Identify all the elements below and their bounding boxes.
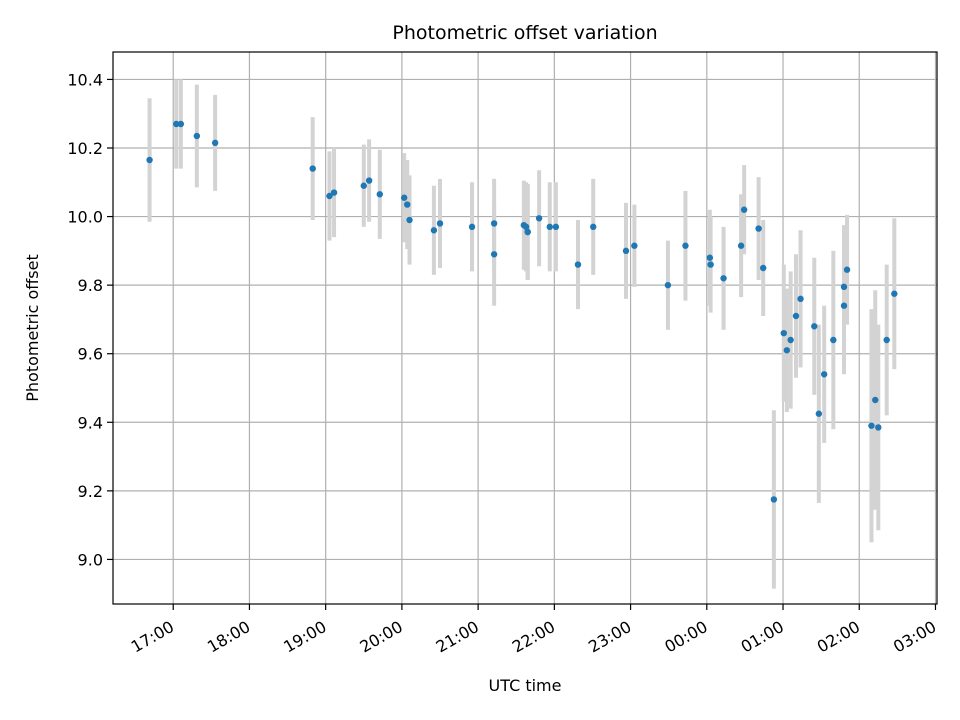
y-tick-label: 9.2 <box>78 482 103 501</box>
data-point <box>664 281 672 289</box>
y-tick-label: 10.0 <box>67 208 103 227</box>
data-point <box>891 290 898 297</box>
y-tick-label: 9.0 <box>78 550 103 569</box>
grid <box>113 52 937 604</box>
data-point <box>783 347 791 354</box>
data-point <box>815 410 823 417</box>
data-point <box>872 396 879 404</box>
data-point <box>706 254 714 261</box>
y-tick-label: 10.4 <box>67 70 103 89</box>
data-point <box>707 261 714 268</box>
data-point <box>211 139 219 147</box>
y-axis-label: Photometric offset <box>23 254 42 402</box>
data-point <box>330 189 338 196</box>
data-point <box>468 223 476 231</box>
data-point <box>840 283 848 291</box>
data-point <box>546 223 553 231</box>
data-point <box>326 192 333 200</box>
data-point <box>840 302 848 309</box>
data-point <box>360 182 367 189</box>
data-point <box>376 191 383 198</box>
data-point <box>490 251 498 258</box>
data-point <box>682 242 689 249</box>
data-point <box>740 206 748 213</box>
data-point <box>430 227 438 234</box>
data-point <box>770 496 778 503</box>
data-points <box>146 120 898 503</box>
data-point <box>404 201 411 208</box>
data-point <box>400 194 408 201</box>
y-axis-ticks: 9.0 9.2 9.4 9.6 9.8 10.0 10.2 10.4 <box>67 70 113 569</box>
data-point <box>875 424 882 431</box>
data-point <box>755 225 762 232</box>
data-point <box>177 120 185 128</box>
data-point <box>535 215 543 222</box>
data-point <box>631 242 638 249</box>
chart-title: Photometric offset variation <box>392 22 657 44</box>
data-point <box>820 371 828 378</box>
data-point <box>720 275 727 282</box>
data-point <box>868 422 875 429</box>
data-point <box>552 223 560 231</box>
data-point <box>406 216 413 224</box>
data-point <box>524 228 531 236</box>
data-point <box>787 336 794 344</box>
data-point <box>590 223 597 231</box>
data-point <box>797 295 804 303</box>
y-tick-label: 9.6 <box>78 345 103 364</box>
data-point <box>760 264 767 272</box>
data-point <box>622 247 630 255</box>
data-point <box>843 266 851 273</box>
data-point <box>146 156 153 164</box>
x-axis-label: UTC time <box>489 676 562 695</box>
plot-frame <box>112 51 938 605</box>
data-point <box>792 312 800 320</box>
data-point <box>883 336 890 344</box>
y-tick-label: 9.4 <box>78 413 103 432</box>
data-point <box>490 220 498 227</box>
data-point <box>737 242 745 249</box>
data-point <box>173 120 180 128</box>
data-point <box>780 329 787 337</box>
y-tick-label: 10.2 <box>67 139 103 158</box>
data-point <box>574 261 582 268</box>
data-point <box>811 323 818 330</box>
data-point <box>522 223 530 231</box>
y-tick-label: 9.8 <box>78 276 103 295</box>
data-point <box>436 220 444 227</box>
data-point <box>830 336 837 344</box>
data-point <box>365 177 373 184</box>
data-point <box>193 132 201 140</box>
data-point <box>309 165 316 172</box>
